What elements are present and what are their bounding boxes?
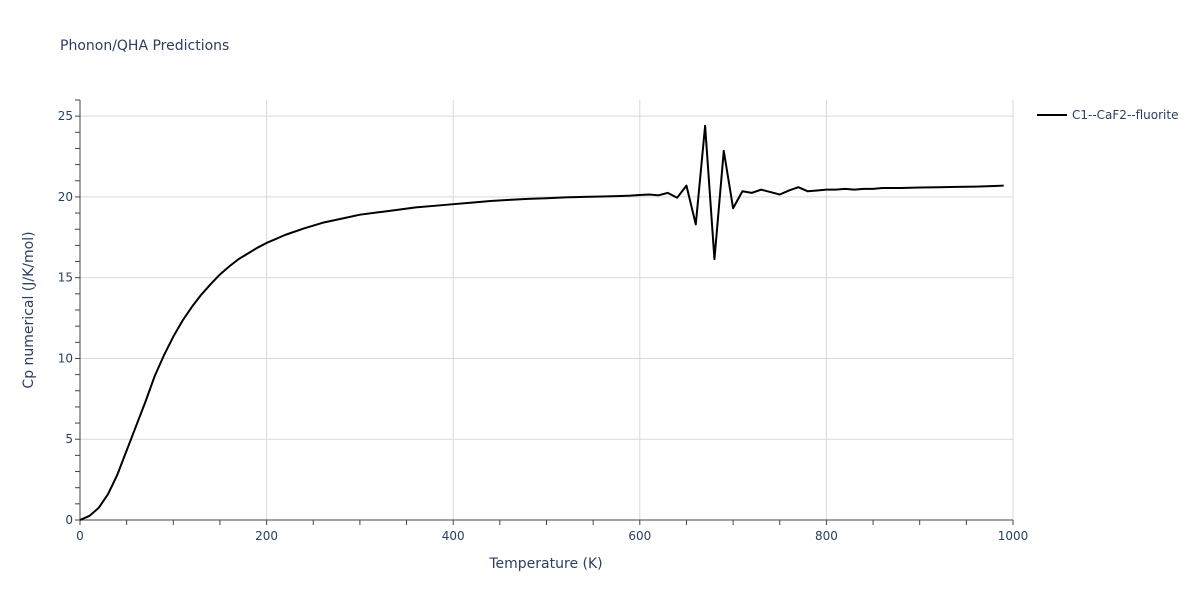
x-tick-label: 600 [628,529,651,543]
axes [75,99,1014,525]
x-tick-label: 1000 [998,529,1029,543]
y-tick-label: 10 [58,351,73,365]
x-axis-title: Temperature (K) [488,556,602,572]
x-tick-label: 400 [442,529,465,543]
y-axis-title: Cp numerical (J/K/mol) [21,231,37,388]
x-tick-label: 800 [815,529,838,543]
y-tick-label: 5 [65,432,73,446]
chart-title: Phonon/QHA Predictions [60,38,229,54]
legend-label: C1--CaF2--fluorite [1072,108,1178,122]
series-layer [79,124,1004,521]
x-tick-label: 200 [255,529,278,543]
y-tick-label: 25 [58,109,73,123]
y-tick-label: 15 [58,271,73,285]
tick-labels: 0 200 400 600 800 1000 0 5 10 15 20 25 [58,109,1029,543]
legend[interactable]: C1--CaF2--fluorite [1037,108,1178,122]
series-line [79,124,1004,521]
x-tick-label: 0 [76,529,84,543]
y-tick-label: 0 [65,513,73,527]
y-tick-label: 20 [58,190,73,204]
grid [80,100,1014,520]
